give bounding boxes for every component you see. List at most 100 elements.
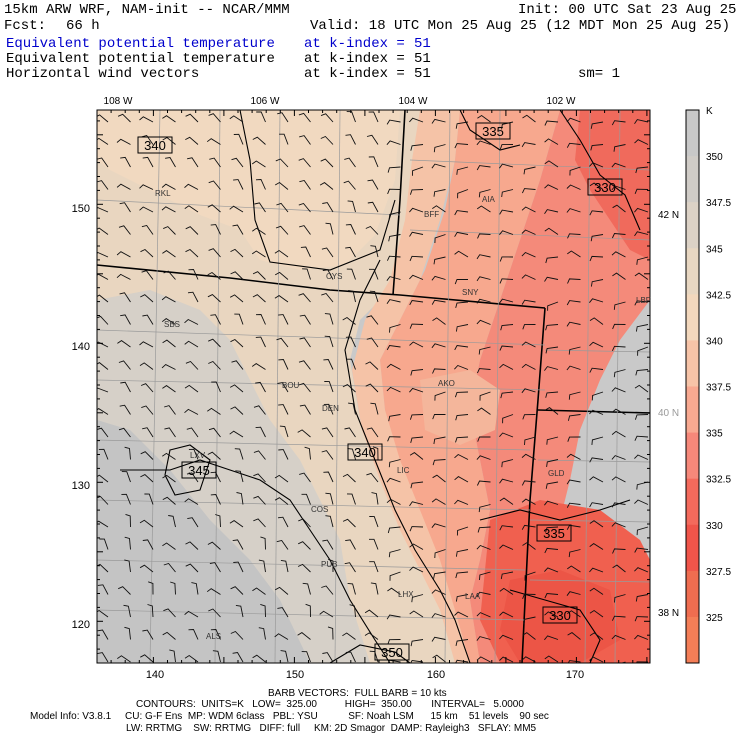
wind-barb xyxy=(389,571,401,581)
field-fill-gray-core xyxy=(97,420,310,663)
wind-barb xyxy=(344,427,356,438)
wind-barb xyxy=(211,381,221,393)
wind-barb xyxy=(298,382,311,393)
wind-barb xyxy=(544,611,559,618)
wind-barb xyxy=(634,547,649,553)
wind-barb xyxy=(634,435,649,441)
city-sny: SNY xyxy=(462,288,479,297)
wind-barb xyxy=(212,650,221,663)
field-2-k: 51 xyxy=(414,51,431,67)
wind-barb xyxy=(298,360,311,370)
wind-barb xyxy=(478,504,491,513)
wind-barb xyxy=(366,337,379,348)
wind-barb xyxy=(409,189,424,195)
field-1-name: Equivalent potential temperature xyxy=(6,36,275,52)
colorbar-label: 325 xyxy=(706,613,723,624)
wind-barb xyxy=(97,584,109,595)
wind-barb xyxy=(185,136,199,145)
wind-barb xyxy=(140,474,154,483)
wind-barb xyxy=(124,626,131,640)
wind-barb xyxy=(162,542,176,550)
contour-340-north xyxy=(239,110,396,271)
wind-barb xyxy=(274,474,289,483)
wind-barb xyxy=(299,225,311,235)
wind-barb xyxy=(299,404,311,415)
wind-barb xyxy=(521,341,536,348)
wind-barb xyxy=(387,526,401,534)
wind-barb xyxy=(274,497,289,505)
wind-barb xyxy=(567,414,581,421)
city-cos: COS xyxy=(311,505,328,514)
wind-barb xyxy=(304,446,311,460)
model-title: 15km ARW WRF, NAM-init -- NCAR/MMM xyxy=(4,2,290,18)
wind-barb xyxy=(275,225,289,235)
wind-barb xyxy=(499,525,514,531)
wind-barb xyxy=(342,384,356,393)
wind-barb xyxy=(139,116,154,123)
wind-barb xyxy=(634,616,649,622)
wind-barb xyxy=(345,134,356,145)
wind-barb xyxy=(97,137,109,145)
wind-barb xyxy=(163,226,176,235)
wind-barb xyxy=(97,180,109,190)
wind-barb xyxy=(544,160,559,168)
wind-barb xyxy=(321,450,334,460)
wind-barb xyxy=(139,564,154,573)
wind-barb xyxy=(118,586,131,595)
wind-barb xyxy=(255,336,266,348)
wind-barb xyxy=(366,315,379,325)
contour-label-340-nw: 340 xyxy=(144,138,166,153)
wind-barb xyxy=(409,117,424,123)
wind-barb xyxy=(634,231,649,237)
wind-barb xyxy=(455,436,469,443)
colorbar-swatch xyxy=(686,432,699,480)
wind-barb xyxy=(566,300,581,306)
wind-barb xyxy=(456,526,469,536)
wind-barb xyxy=(120,314,131,325)
wind-barb xyxy=(410,369,424,376)
wind-barb xyxy=(234,313,244,325)
wind-barb xyxy=(431,498,446,505)
wind-barb xyxy=(499,634,514,640)
wind-barb xyxy=(342,518,356,528)
wind-barb xyxy=(611,251,626,258)
wind-barb xyxy=(169,649,176,663)
wind-barb xyxy=(298,293,311,303)
wind-barb xyxy=(499,478,514,484)
wind-barb xyxy=(323,359,334,370)
wind-barb xyxy=(184,610,199,618)
wind-barb xyxy=(544,655,559,663)
wind-barb xyxy=(298,202,311,213)
wind-barb xyxy=(566,117,581,123)
wind-barb xyxy=(232,652,244,663)
wind-barb xyxy=(589,543,604,550)
y-tick-150: 150 xyxy=(72,203,90,215)
wind-barb xyxy=(164,405,176,415)
wind-barb xyxy=(301,651,311,663)
wind-barb xyxy=(252,587,266,595)
wind-barb xyxy=(431,523,446,528)
wind-barb xyxy=(611,502,626,508)
city-cys: CYS xyxy=(326,272,342,281)
lon-label-108w: 108 W xyxy=(104,96,133,107)
wind-barb xyxy=(322,269,334,280)
wind-barb xyxy=(567,436,581,442)
wind-barb xyxy=(611,120,626,126)
wind-barb xyxy=(589,210,604,216)
wind-barb xyxy=(364,609,379,618)
wind-barb xyxy=(566,365,581,371)
model-info-2: LW: RRTMG SW: RRTMG DIFF: full KM: 2D Sm… xyxy=(126,723,537,734)
wind-barb xyxy=(142,539,154,550)
wind-barb xyxy=(230,271,244,280)
contour-label-330-ne: 330 xyxy=(594,180,616,195)
wind-barb xyxy=(521,656,536,663)
wind-barb xyxy=(97,629,109,640)
wind-barb xyxy=(184,340,199,348)
wind-barb xyxy=(97,251,109,258)
wind-barb xyxy=(209,157,221,168)
city-bff: BFF xyxy=(424,210,439,219)
wind-barb xyxy=(321,292,334,303)
colorbar-label: 335 xyxy=(706,429,723,440)
wind-barb xyxy=(232,224,244,235)
wind-barb xyxy=(299,314,311,325)
